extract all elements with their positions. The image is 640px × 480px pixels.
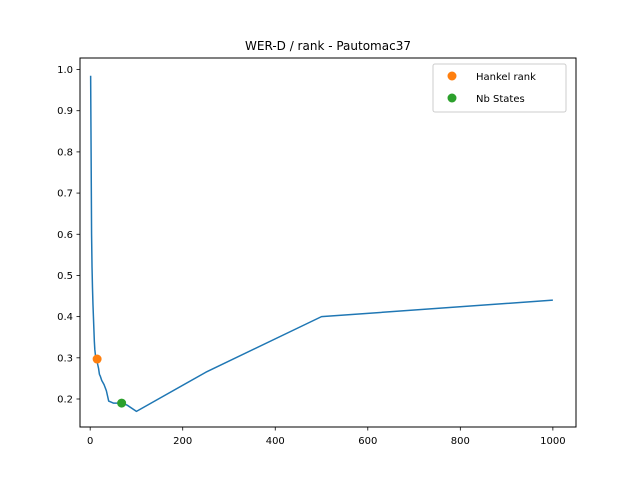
y-tick-label: 0.2 [57,394,73,405]
x-tick-label: 600 [358,436,377,447]
y-tick-label: 0.5 [57,271,73,282]
y-tick-label: 0.4 [57,312,73,323]
y-tick-label: 0.7 [57,189,73,200]
y-tick-label: 1.0 [57,65,73,76]
x-tick-label: 1000 [540,436,565,447]
legend-marker [447,71,457,81]
data-point-marker [117,398,127,408]
y-tick-label: 0.8 [57,147,73,158]
x-tick-label: 0 [87,436,93,447]
data-point-marker [92,354,102,364]
y-tick-label: 0.3 [57,353,73,364]
chart-title: WER-D / rank - Pautomac37 [245,39,411,53]
y-tick-label: 0.9 [57,106,73,117]
x-tick-label: 200 [173,436,192,447]
legend-box [432,63,567,113]
x-tick-label: 800 [451,436,470,447]
axis-ticks: 0 200 400 600 800 1000 0.2 0.3 0.4 0.5 0.6 0.7 0.8 0.… [57,65,565,447]
legend: Hankel rank Nb States [432,63,567,113]
plot-area [89,75,553,413]
y-tick-label: 0.6 [57,230,73,241]
x-tick-label: 400 [266,436,285,447]
legend-marker [447,93,457,103]
axes-frame [79,57,577,428]
legend-label: Nb States [476,94,525,105]
legend-label: Hankel rank [476,72,536,83]
